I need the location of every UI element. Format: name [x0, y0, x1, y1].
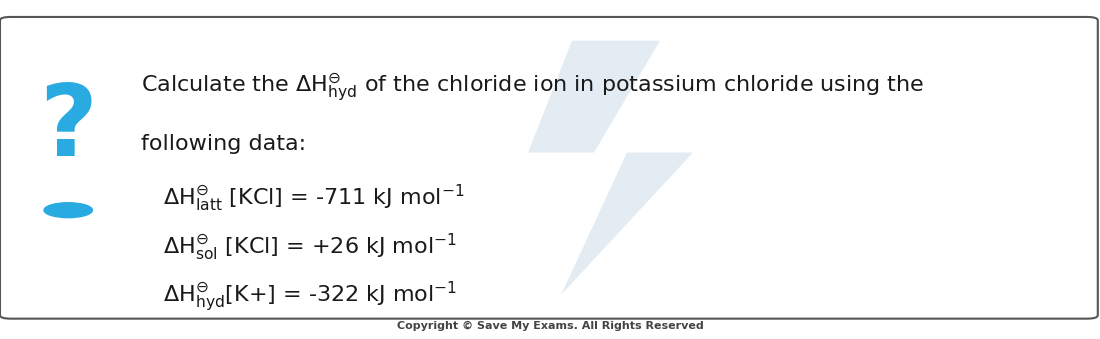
- Text: following data:: following data:: [141, 134, 306, 154]
- Polygon shape: [528, 41, 693, 295]
- Text: Calculate the $\mathregular{\Delta H^{\ominus}_{hyd}}$ of the chloride ion in po: Calculate the $\mathregular{\Delta H^{\o…: [141, 72, 924, 104]
- Text: ?: ?: [40, 80, 97, 177]
- FancyBboxPatch shape: [0, 17, 1098, 319]
- Circle shape: [44, 203, 92, 218]
- Text: $\mathregular{\Delta H^{\ominus}_{sol}}$ [KCl] = +26 kJ mol$\mathregular{^{-1}}$: $\mathregular{\Delta H^{\ominus}_{sol}}$…: [163, 232, 456, 263]
- Text: $\mathregular{\Delta H^{\ominus}_{hyd}}$[K+] = -322 kJ mol$\mathregular{^{-1}}$: $\mathregular{\Delta H^{\ominus}_{hyd}}$…: [163, 279, 458, 314]
- Text: $\mathregular{\Delta H^{\ominus}_{latt}}$ [KCl] = -711 kJ mol$\mathregular{^{-1}: $\mathregular{\Delta H^{\ominus}_{latt}}…: [163, 183, 464, 214]
- Text: Copyright © Save My Exams. All Rights Reserved: Copyright © Save My Exams. All Rights Re…: [397, 320, 703, 331]
